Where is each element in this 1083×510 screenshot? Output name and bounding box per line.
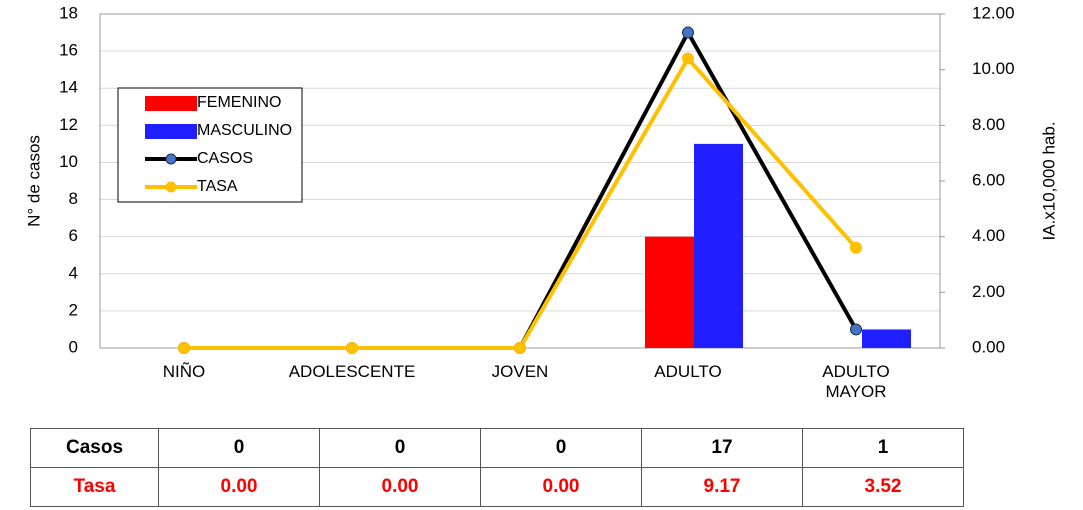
line-marker xyxy=(850,323,862,336)
y2-tick-label: 6.00 xyxy=(972,170,1005,189)
y2-tick-label: 0.00 xyxy=(972,337,1005,356)
legend: FEMENINO MASCULINO CASOS TASA xyxy=(117,87,303,203)
table-cell: 3.52 xyxy=(802,467,964,507)
table-cell: Casos xyxy=(30,428,159,468)
y-tick-label: 14 xyxy=(59,78,78,97)
line-marker xyxy=(178,342,190,354)
line-marker xyxy=(346,342,358,354)
table-cell: 1 xyxy=(802,428,964,468)
y-tick-label: 10 xyxy=(59,152,78,171)
table-cell: 9.17 xyxy=(641,467,803,507)
table-cell: 0 xyxy=(480,428,642,468)
y-tick-label: 18 xyxy=(59,3,78,22)
y-tick-label: 0 xyxy=(69,337,78,356)
line-marker xyxy=(682,26,694,39)
x-tick-label: ADULTO xyxy=(654,362,722,381)
x-tick-label: ADOLESCENTE xyxy=(288,362,416,381)
legend-marker xyxy=(165,181,177,193)
table-cell: 17 xyxy=(641,428,803,468)
data-table: Casos 0 0 0 17 1 Tasa 0.00 0.00 0.00 9.17 3.52 xyxy=(30,428,964,507)
table-cell: 0.00 xyxy=(158,467,320,507)
table-cell: 0 xyxy=(158,428,320,468)
table-cell: 0.00 xyxy=(319,467,481,507)
y2-tick-label: 8.00 xyxy=(972,115,1005,134)
y2-tick-label: 12.00 xyxy=(972,3,1015,22)
legend-label: MASCULINO xyxy=(197,122,292,139)
bar xyxy=(862,329,911,348)
line-marker xyxy=(682,52,694,65)
bar xyxy=(645,236,694,348)
table-row: Casos 0 0 0 17 1 xyxy=(30,428,964,468)
y-tick-label: 4 xyxy=(69,263,78,282)
legend-swatch xyxy=(145,96,197,111)
chart: N° de casos IA.x10,000 hab. 0 2 4 6 8 10 12 14 1… xyxy=(24,3,1058,356)
y2-tick-label: 4.00 xyxy=(972,226,1005,245)
x-tick-label: ADULTO MAYOR xyxy=(822,362,890,401)
x-tick-label: JOVEN xyxy=(491,362,549,381)
line-marker xyxy=(514,342,526,354)
legend-marker xyxy=(165,153,177,165)
legend-label: CASOS xyxy=(197,150,253,167)
y-tick-label: 12 xyxy=(59,115,78,134)
y2-axis-label: IA.x10,000 hab. xyxy=(1039,121,1058,240)
legend-swatch xyxy=(145,124,197,139)
y2-tick-label: 2.00 xyxy=(972,282,1005,301)
y-tick-label: 8 xyxy=(69,189,78,208)
table-cell: 0 xyxy=(319,428,481,468)
legend-label: FEMENINO xyxy=(197,94,281,111)
y-tick-label: 16 xyxy=(59,41,78,60)
x-tick-label: NIÑO xyxy=(162,362,206,381)
table-row: Tasa 0.00 0.00 0.00 9.17 3.52 xyxy=(30,467,964,507)
y-tick-label: 2 xyxy=(69,300,78,319)
bar xyxy=(694,143,743,348)
legend-label: TASA xyxy=(197,178,238,195)
y-tick-label: 6 xyxy=(69,226,78,245)
line-marker xyxy=(850,241,862,254)
table-cell: Tasa xyxy=(30,467,159,507)
y2-tick-label: 10.00 xyxy=(972,59,1015,78)
y-axis-label: N° de casos xyxy=(24,135,43,227)
table-cell: 0.00 xyxy=(480,467,642,507)
